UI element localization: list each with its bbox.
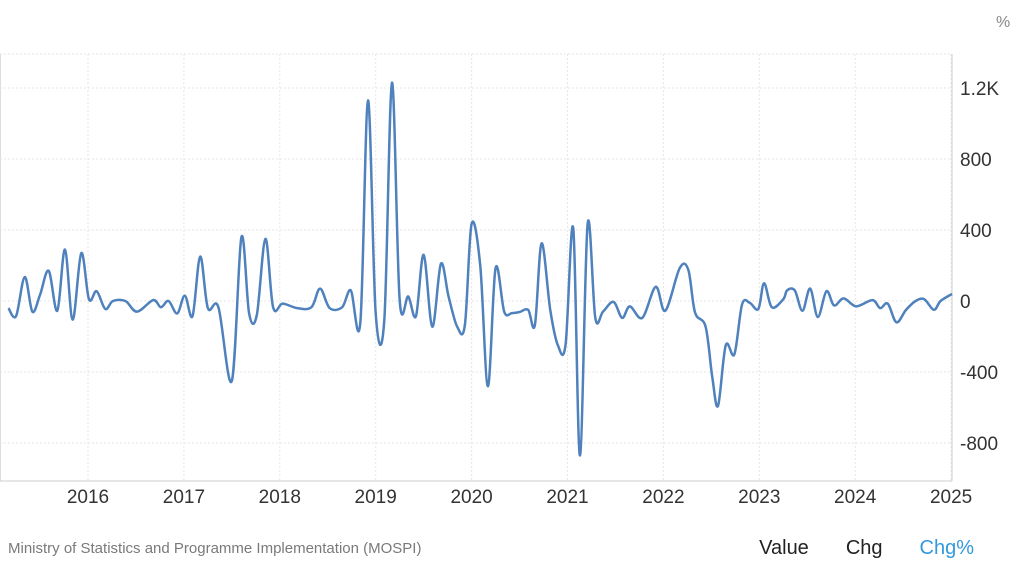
x-tick-label: 2022 [642, 487, 684, 508]
y-tick-label: -800 [960, 434, 998, 455]
y-tick-label: 0 [960, 292, 971, 313]
x-tick-label: 2024 [834, 487, 877, 508]
y-tick-label: 800 [960, 150, 992, 171]
x-tick-label: 2019 [355, 487, 397, 508]
x-tick-label: 2021 [546, 487, 588, 508]
tab-value[interactable]: Value [759, 537, 809, 559]
chart: -800 -400 0 400 800 1.2K 2016 2017 2018 2019 2020… [0, 53, 999, 508]
x-tick-label: 2018 [259, 487, 301, 508]
view-tabs: Value Chg Chg% [759, 537, 974, 560]
series-line [7, 81, 953, 457]
tab-chg[interactable]: Chg [845, 537, 883, 559]
y-tick-label: 400 [960, 221, 992, 242]
source-label: Ministry of Statistics and Programme Imp… [8, 540, 422, 557]
tab-chg-percent[interactable]: Chg% [919, 537, 974, 559]
x-tick-label: 2020 [450, 487, 492, 508]
x-tick-label: 2016 [67, 487, 109, 508]
x-tick-label: 2023 [738, 487, 780, 508]
unit-label: % [996, 14, 1011, 31]
y-tick-label: -400 [960, 363, 998, 384]
y-tick-label: 1.2K [960, 79, 999, 100]
x-tick-label: 2017 [163, 487, 205, 508]
x-tick-label: 2025 [930, 487, 972, 508]
